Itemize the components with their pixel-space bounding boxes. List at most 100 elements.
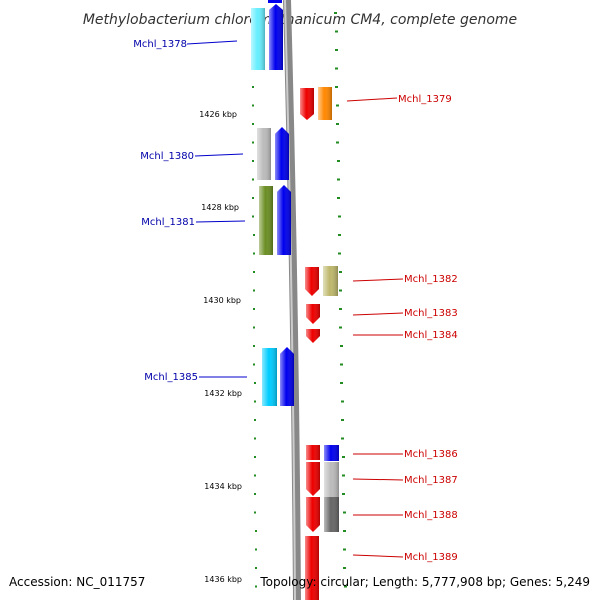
track-dot [343, 548, 346, 551]
gene-label-mchl-1380[interactable]: Mchl_1380 [140, 151, 194, 162]
scale-label: 1426 kbp [199, 110, 237, 119]
track-dot [343, 511, 346, 514]
feature-shading [277, 185, 291, 255]
gene-mchl-1389[interactable] [305, 536, 319, 600]
track-dot [254, 382, 256, 384]
feature-shading [262, 348, 277, 406]
feature-shading [305, 267, 319, 296]
partial-feature [268, 0, 282, 3]
gene-mchl-1382[interactable] [305, 266, 338, 296]
feature-shading [306, 462, 320, 496]
track-dot [336, 104, 339, 107]
track-dot [334, 12, 337, 14]
gene-label-mchl-1384[interactable]: Mchl_1384 [404, 330, 458, 341]
track-dot [341, 437, 344, 440]
scale-label: 1434 kbp [204, 482, 242, 491]
track-dot [340, 345, 343, 347]
track-dot [253, 234, 255, 236]
scale-label: 1428 kbp [201, 203, 239, 212]
gene-mchl-1388[interactable] [306, 497, 339, 532]
track-dot [254, 493, 256, 495]
gene-label-mchl-1381[interactable]: Mchl_1381 [141, 217, 195, 228]
feature-shading [306, 304, 320, 324]
track-dot [339, 326, 342, 329]
gene-mchl-1387[interactable] [306, 462, 339, 497]
gene-label-mchl-1378[interactable]: Mchl_1378 [133, 39, 187, 50]
gene-label-mchl-1379[interactable]: Mchl_1379 [398, 94, 452, 105]
feature-shading [259, 186, 273, 255]
track-dot [340, 382, 343, 384]
track-dot [253, 345, 255, 347]
feature-shading [257, 128, 271, 180]
track-dot [342, 493, 345, 495]
feature-shading [324, 445, 339, 461]
track-dot [253, 308, 255, 310]
feature-shading [323, 266, 338, 296]
gene-mchl-1379[interactable] [300, 87, 332, 120]
track-dot [335, 49, 338, 51]
track-dot [336, 141, 339, 144]
leader-line [346, 97, 398, 102]
feature-shading [318, 87, 332, 120]
track-dot [254, 419, 256, 421]
leader-line [195, 220, 246, 223]
track-dot [254, 511, 256, 514]
gene-label-mchl-1389[interactable]: Mchl_1389 [404, 552, 458, 563]
gene-label-mchl-1382[interactable]: Mchl_1382 [404, 274, 458, 285]
gene-label-mchl-1387[interactable]: Mchl_1387 [404, 475, 458, 486]
track-dot [335, 30, 338, 33]
track-dot [252, 104, 254, 107]
leader-line [352, 478, 404, 481]
feature-shading [306, 445, 320, 460]
gene-mchl-1386[interactable] [306, 445, 339, 461]
feature-shading [305, 536, 319, 600]
gene-mchl-1380[interactable] [257, 127, 289, 180]
track-dot [252, 178, 254, 181]
feature-shading [275, 127, 289, 180]
leader-line [194, 153, 244, 157]
gene-label-mchl-1386[interactable]: Mchl_1386 [404, 449, 458, 460]
track-dot [335, 67, 338, 70]
track-dot [254, 400, 256, 403]
leader-line [352, 278, 404, 282]
feature-shading [251, 8, 265, 70]
track-dot [341, 419, 344, 421]
feature-shading [324, 462, 339, 497]
track-dot [335, 86, 338, 88]
track-dot [254, 474, 256, 477]
track-dot [337, 197, 340, 199]
feature-shading [280, 347, 294, 406]
gene-mchl-1378[interactable] [251, 4, 283, 70]
track-dot [252, 86, 254, 88]
map-title: Methylobacterium chloromethanicum CM4, c… [83, 12, 517, 28]
leader-line [186, 40, 238, 45]
track-dot [340, 363, 343, 366]
track-dot [339, 308, 342, 310]
track-dot [253, 326, 255, 329]
gene-mchl-1383[interactable] [306, 304, 320, 324]
genome-backbone [283, 0, 301, 600]
track-dot [337, 160, 340, 162]
track-dot [338, 234, 341, 236]
gene-label-mchl-1383[interactable]: Mchl_1383 [404, 308, 458, 319]
feature-shading [300, 88, 314, 120]
track-dot [342, 456, 345, 458]
track-dot [255, 548, 257, 551]
track-dot [252, 141, 254, 144]
track-dots [251, 12, 347, 588]
gene-mchl-1381[interactable] [259, 185, 291, 255]
track-dot [255, 585, 257, 588]
track-dot [339, 271, 342, 273]
track-dot [338, 252, 341, 255]
scale-label: 1436 kbp [204, 575, 242, 584]
gene-labels: Mchl_1378 Mchl_1380 Mchl_1381 Mchl_1385 … [133, 39, 457, 563]
gene-mchl-1384[interactable] [306, 329, 320, 343]
gene-label-mchl-1388[interactable]: Mchl_1388 [404, 510, 458, 521]
scale-label: 1432 kbp [204, 389, 242, 398]
feature-shading [269, 4, 283, 70]
accession-text: Accession: NC_011757 [9, 575, 145, 589]
gene-label-mchl-1385[interactable]: Mchl_1385 [144, 372, 198, 383]
track-dot [253, 252, 255, 255]
gene-mchl-1385[interactable] [262, 347, 294, 406]
